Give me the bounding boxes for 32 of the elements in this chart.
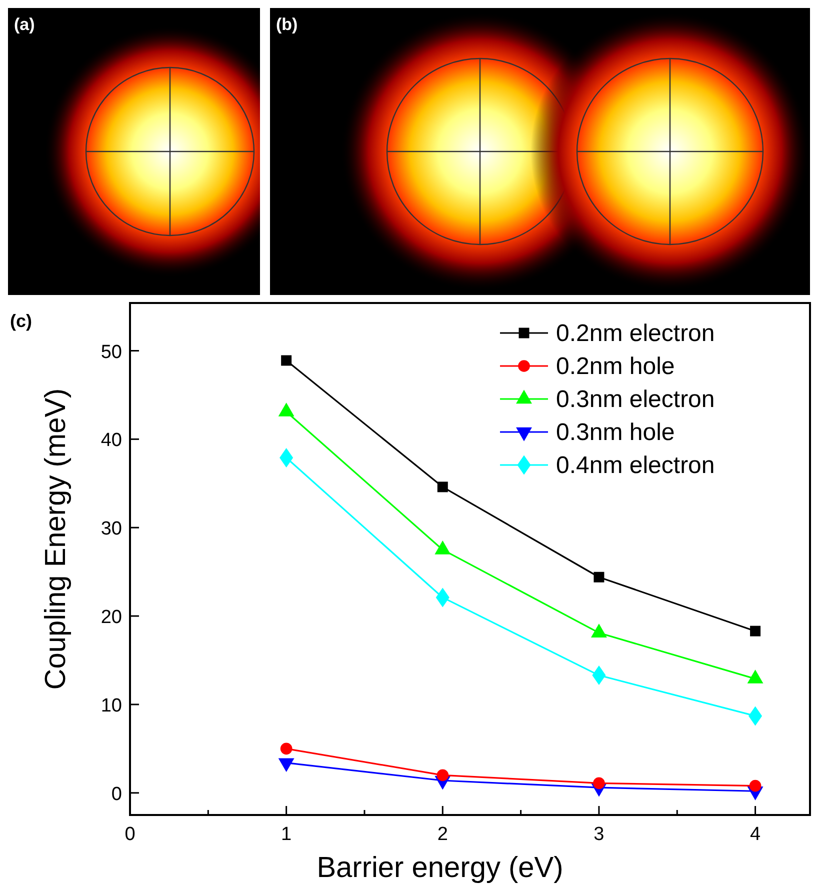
text: (c)	[10, 311, 32, 331]
legend-label: 0.2nm electron	[556, 320, 715, 347]
point	[593, 777, 605, 790]
y-tick-label: 30	[100, 518, 122, 540]
point	[594, 572, 604, 582]
x-tick-label: 0	[124, 824, 136, 845]
y-axis-title: Coupling Energy (meV)	[40, 388, 72, 690]
x-tick-label: 2	[437, 824, 448, 845]
y-tick-label: 40	[100, 430, 122, 452]
y-tick-label: 0	[111, 784, 122, 805]
x-axis-title: Barrier energy (eV)	[316, 852, 564, 884]
point	[436, 588, 450, 608]
point	[749, 780, 762, 792]
text: (b)	[276, 15, 298, 34]
point	[437, 482, 448, 492]
y-tick-label: 20	[100, 607, 122, 628]
point	[281, 355, 292, 366]
point	[750, 626, 761, 636]
y-tick-label: 10	[100, 695, 122, 716]
point	[280, 742, 292, 755]
point	[592, 666, 606, 686]
legend-label: 0.3nm hole	[556, 419, 675, 446]
legend-label: 0.2nm hole	[556, 353, 675, 380]
x-tick-label: 4	[750, 824, 761, 845]
y-tick-label: 50	[100, 342, 122, 363]
point	[436, 769, 449, 782]
text: (a)	[14, 15, 35, 34]
legend-label: 0.4nm electron	[556, 452, 715, 479]
x-tick-label: 3	[594, 824, 604, 845]
point	[748, 706, 762, 726]
x-tick-label: 1	[281, 824, 292, 845]
legend-label: 0.3nm electron	[556, 386, 715, 413]
